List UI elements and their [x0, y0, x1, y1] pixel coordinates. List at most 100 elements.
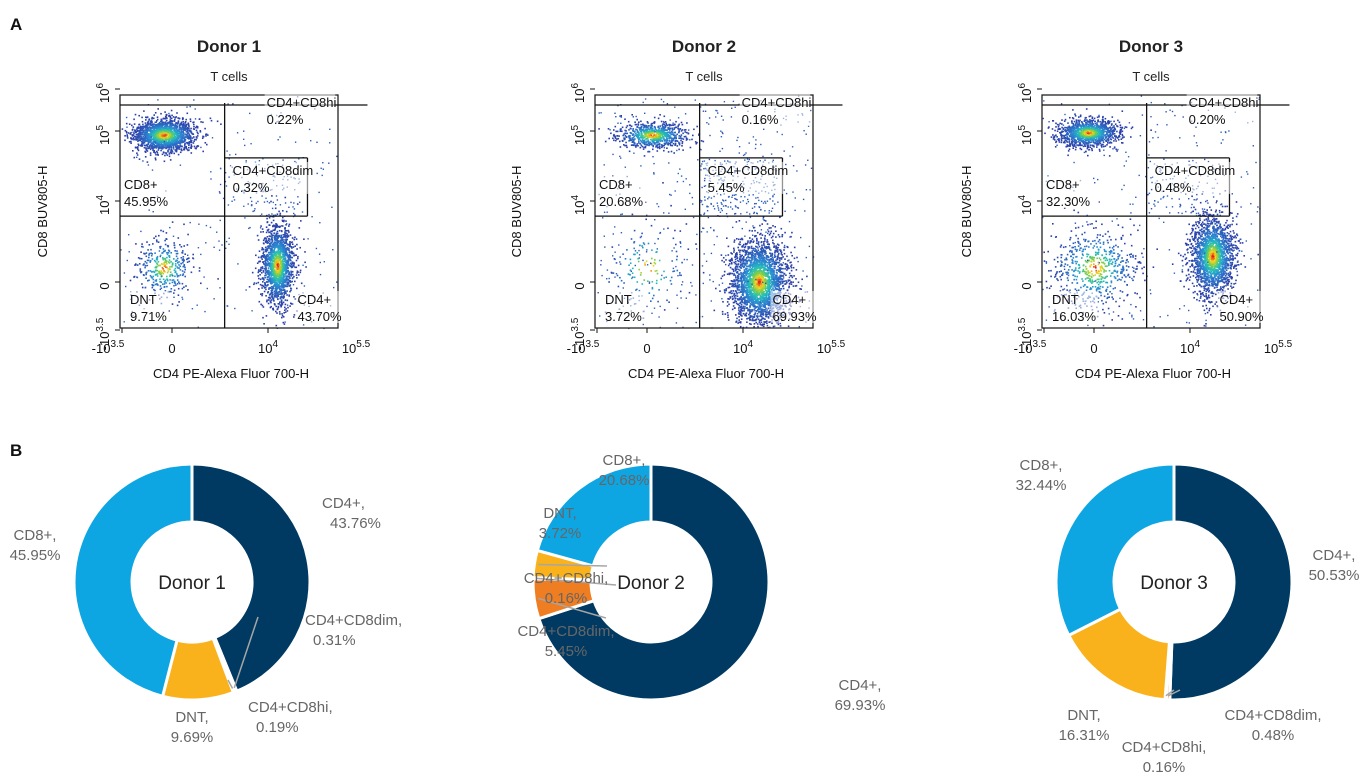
event-dot — [278, 267, 280, 270]
event-dot — [681, 261, 683, 264]
event-dot — [285, 267, 288, 269]
event-dot — [124, 129, 127, 132]
event-dot — [269, 268, 272, 270]
event-dot — [663, 131, 666, 134]
event-dot — [665, 141, 668, 143]
event-dot — [176, 122, 179, 124]
event-dot — [153, 129, 155, 132]
event-dot — [283, 246, 286, 248]
event-dot — [275, 310, 277, 313]
event-dot — [661, 139, 664, 142]
event-dot — [282, 220, 284, 222]
event-dot — [202, 135, 204, 138]
event-dot — [639, 139, 642, 142]
event-dot — [174, 133, 176, 136]
event-dot — [661, 129, 663, 131]
event-dot — [650, 142, 653, 145]
event-dot — [285, 238, 288, 241]
event-dot — [173, 125, 176, 127]
event-dot — [678, 148, 680, 151]
event-dot — [307, 238, 309, 240]
event-dot — [286, 282, 288, 284]
event-dot — [169, 115, 172, 118]
event-dot — [135, 138, 137, 140]
event-dot — [267, 296, 270, 299]
event-dot — [283, 235, 286, 238]
event-dot — [157, 241, 160, 243]
event-dot — [641, 139, 644, 142]
gate-cd4cd8dim-name: CD4+CD8dim — [233, 163, 314, 178]
event-dot — [165, 260, 168, 262]
event-dot — [277, 305, 280, 308]
event-dot — [275, 262, 277, 265]
event-dot — [153, 151, 156, 153]
event-dot — [154, 289, 156, 292]
event-dot — [147, 249, 149, 251]
event-dot — [684, 135, 687, 138]
event-dot — [159, 273, 161, 275]
event-dot — [149, 144, 152, 146]
event-dot — [289, 245, 292, 248]
event-dot — [137, 132, 140, 135]
event-dot — [275, 270, 278, 272]
event-dot — [137, 143, 140, 146]
event-dot — [618, 135, 620, 137]
event-dot — [152, 130, 155, 133]
event-dot — [614, 136, 616, 138]
event-dot — [140, 257, 143, 260]
event-dot — [155, 138, 158, 140]
event-dot — [650, 143, 652, 146]
event-dot — [197, 145, 200, 147]
event-dot — [148, 139, 150, 141]
event-dot — [638, 137, 641, 140]
event-dot — [274, 271, 276, 273]
event-dot — [675, 258, 678, 261]
event-dot — [671, 129, 674, 131]
y-tick-label: 104 — [95, 195, 112, 215]
event-dot — [171, 263, 174, 265]
event-dot — [151, 118, 153, 120]
event-dot — [279, 253, 281, 255]
event-dot — [159, 288, 161, 291]
event-dot — [748, 280, 751, 283]
event-dot — [625, 130, 627, 132]
event-dot — [299, 271, 302, 274]
event-dot — [269, 231, 271, 233]
event-dot — [168, 155, 171, 158]
event-dot — [165, 139, 167, 141]
event-dot — [267, 258, 270, 261]
event-dot — [290, 289, 292, 292]
event-dot — [289, 262, 292, 265]
event-dot — [668, 129, 671, 131]
event-dot — [161, 142, 163, 145]
event-dot — [184, 275, 186, 278]
event-dot — [282, 321, 285, 324]
event-dot — [285, 247, 288, 250]
gate-dnt-label-bg — [128, 291, 169, 323]
event-dot — [274, 262, 276, 264]
event-dot — [652, 140, 654, 143]
event-dot — [679, 272, 681, 274]
event-dot — [225, 240, 228, 243]
event-dot — [253, 283, 255, 286]
event-dot — [281, 274, 283, 276]
event-dot — [281, 266, 284, 269]
event-dot — [172, 143, 174, 145]
event-dot — [262, 251, 265, 253]
event-dot — [657, 238, 659, 240]
event-dot — [287, 273, 290, 275]
event-dot — [655, 137, 657, 139]
event-dot — [297, 203, 299, 205]
x-axis-label: CD4 PE-Alexa Fluor 700-H — [153, 366, 309, 381]
event-dot — [221, 244, 223, 246]
event-dot — [636, 144, 638, 147]
event-dot — [288, 225, 290, 227]
event-dot — [126, 126, 128, 128]
event-dot — [146, 130, 148, 132]
event-dot — [662, 135, 664, 138]
event-dot — [171, 273, 173, 276]
event-dot — [145, 273, 147, 276]
event-dot — [173, 269, 176, 271]
event-dot — [268, 245, 271, 248]
event-dot — [156, 142, 159, 144]
